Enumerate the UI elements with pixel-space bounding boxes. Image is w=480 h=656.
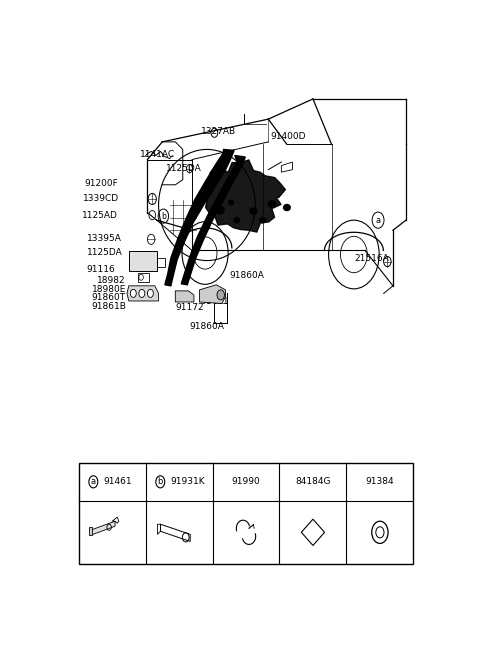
Text: 84184G: 84184G xyxy=(295,478,331,486)
Text: 18982: 18982 xyxy=(96,276,125,285)
Text: 91860T: 91860T xyxy=(92,293,126,302)
Text: 91931K: 91931K xyxy=(170,478,205,486)
Text: 1125DA: 1125DA xyxy=(166,164,202,173)
Ellipse shape xyxy=(268,201,276,207)
Polygon shape xyxy=(175,291,194,302)
Polygon shape xyxy=(181,155,245,285)
Text: 13395A: 13395A xyxy=(87,234,121,243)
Text: a: a xyxy=(375,216,381,224)
Text: 91200F: 91200F xyxy=(84,179,118,188)
Bar xyxy=(156,258,165,266)
Text: 21516A: 21516A xyxy=(354,253,389,262)
Ellipse shape xyxy=(234,218,240,222)
Ellipse shape xyxy=(216,206,224,214)
Text: 91384: 91384 xyxy=(366,478,394,486)
Text: 91116: 91116 xyxy=(87,264,116,274)
Text: 91172: 91172 xyxy=(175,302,204,312)
Ellipse shape xyxy=(250,208,257,214)
Circle shape xyxy=(217,290,225,300)
Text: b: b xyxy=(157,478,163,486)
Circle shape xyxy=(147,289,154,297)
Polygon shape xyxy=(165,150,234,286)
Text: 1339CD: 1339CD xyxy=(84,194,120,203)
Ellipse shape xyxy=(284,205,290,211)
Text: 1327AB: 1327AB xyxy=(201,127,236,136)
Text: b: b xyxy=(161,212,166,220)
Text: 1141AC: 1141AC xyxy=(140,150,175,159)
Polygon shape xyxy=(127,286,158,301)
Polygon shape xyxy=(205,160,286,232)
Circle shape xyxy=(139,289,145,297)
Bar xyxy=(138,273,148,282)
Polygon shape xyxy=(200,285,226,304)
Text: 91461: 91461 xyxy=(103,478,132,486)
Text: 1125DA: 1125DA xyxy=(87,249,122,258)
Text: 91860A: 91860A xyxy=(190,321,224,331)
Bar xyxy=(129,251,156,271)
Polygon shape xyxy=(281,162,292,172)
Text: 18980E: 18980E xyxy=(92,285,126,294)
Bar xyxy=(79,462,413,564)
Text: a: a xyxy=(91,478,96,486)
Text: 91400D: 91400D xyxy=(270,133,306,141)
Text: 91860A: 91860A xyxy=(229,271,264,280)
Text: 91481: 91481 xyxy=(201,297,229,306)
Text: 1125AD: 1125AD xyxy=(83,211,118,220)
Circle shape xyxy=(130,289,136,297)
Text: 91861B: 91861B xyxy=(92,302,127,311)
Polygon shape xyxy=(92,522,115,535)
Text: 91990: 91990 xyxy=(232,478,260,486)
Polygon shape xyxy=(89,527,92,535)
Ellipse shape xyxy=(260,218,266,222)
Ellipse shape xyxy=(229,200,233,205)
